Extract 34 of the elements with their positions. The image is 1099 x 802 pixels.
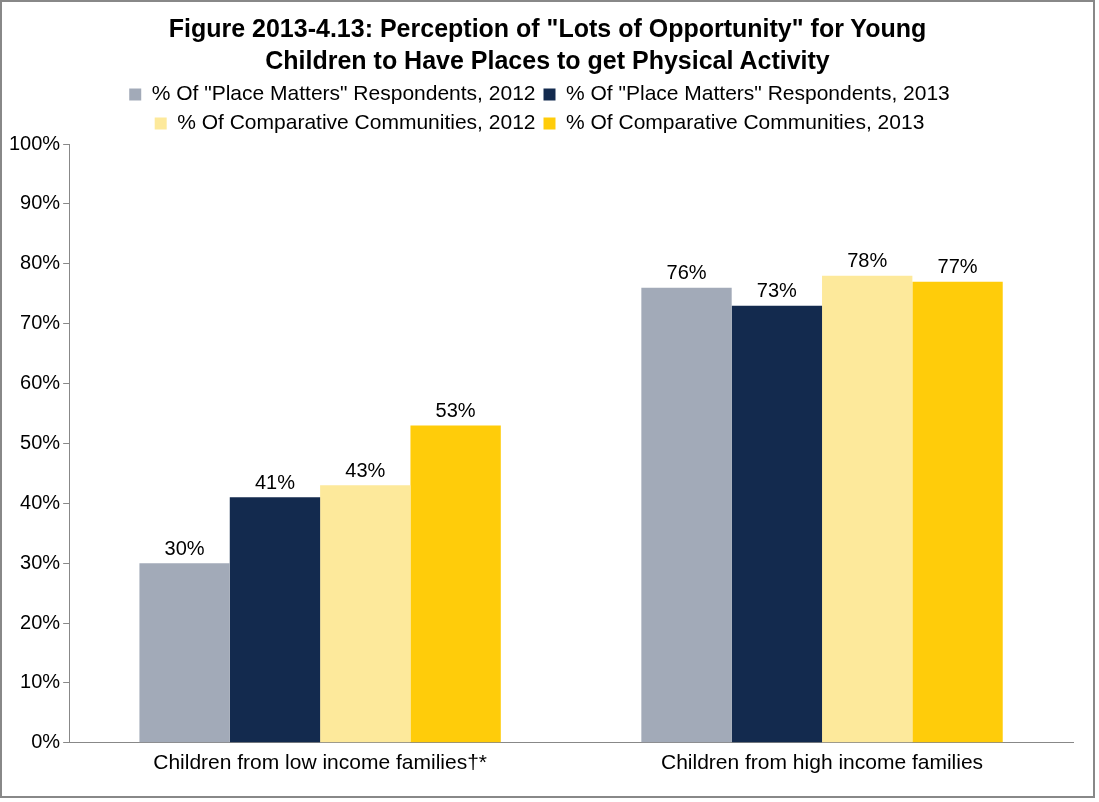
- x-tick-label: Children from low income families†*: [153, 750, 488, 774]
- bar: [320, 485, 411, 743]
- data-label: 43%: [345, 458, 386, 481]
- y-tick-label: 90%: [20, 191, 61, 214]
- y-tick-label: 20%: [20, 610, 61, 633]
- legend-label: % Of Comparative Communities, 2012: [177, 110, 536, 134]
- y-tick-label: 50%: [20, 430, 61, 453]
- x-tick-label: Children from high income families: [660, 750, 984, 774]
- bar: [912, 281, 1003, 743]
- bar: [229, 497, 321, 743]
- y-tick-label: 40%: [20, 490, 61, 513]
- y-tick-label: 0%: [31, 730, 61, 753]
- data-label: 30%: [164, 536, 205, 559]
- y-tick-label: 70%: [20, 311, 61, 334]
- bar: [410, 425, 501, 743]
- bar: [139, 563, 230, 743]
- y-tick-label: 30%: [20, 550, 61, 573]
- data-label: 76%: [666, 261, 707, 284]
- data-label: 41%: [254, 470, 296, 493]
- chart-title: Figure 2013-4.13: Perception of "Lots of Opportunity" for Young Children to Have Places to get Physical Activity: [167, 13, 928, 76]
- y-tick-label: 10%: [20, 670, 61, 693]
- data-label: 73%: [756, 279, 798, 302]
- y-tick-label: 80%: [20, 251, 61, 274]
- legend-label: % Of "Place Matters" Respondents, 2012: [151, 81, 536, 105]
- bar: [822, 275, 913, 743]
- data-label: 78%: [847, 249, 888, 272]
- bar: [641, 287, 732, 743]
- bar: [731, 305, 823, 743]
- y-tick-label: 60%: [20, 371, 61, 394]
- legend-label: % Of Comparative Communities, 2013: [566, 110, 925, 134]
- data-label: 53%: [435, 398, 476, 421]
- data-label: 77%: [937, 255, 978, 278]
- y-tick-label: 100%: [9, 131, 61, 154]
- legend-label: % Of "Place Matters" Respondents, 2013: [566, 81, 950, 105]
